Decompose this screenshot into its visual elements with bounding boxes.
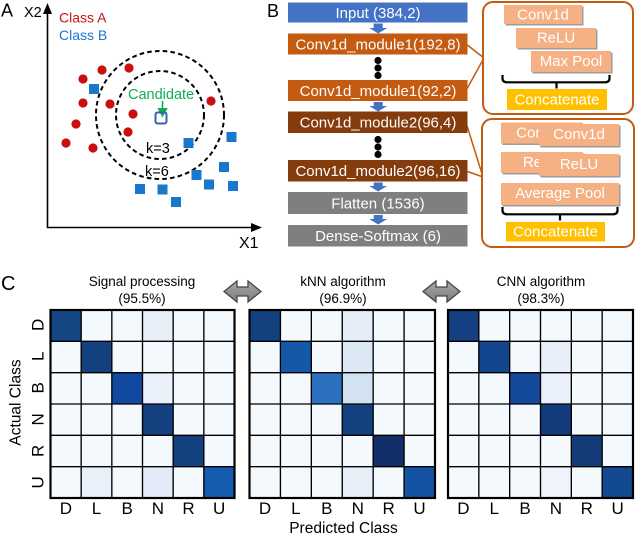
svg-text:Max Pool: Max Pool <box>540 53 603 70</box>
svg-text:L: L <box>29 352 48 361</box>
svg-text:B: B <box>321 499 332 518</box>
svg-text:D: D <box>60 499 72 518</box>
svg-text:Class B: Class B <box>59 27 107 43</box>
svg-text:Concatenate: Concatenate <box>514 92 599 109</box>
svg-text:Conv1d_module2(96,16): Conv1d_module2(96,16) <box>295 163 460 180</box>
svg-text:ReLU: ReLU <box>560 156 598 173</box>
svg-text:U: U <box>611 499 623 518</box>
svg-text:B: B <box>267 1 279 21</box>
svg-text:Class A: Class A <box>59 10 107 26</box>
svg-text:R: R <box>182 499 194 518</box>
svg-text:Dense-Softmax (6): Dense-Softmax (6) <box>315 228 441 245</box>
svg-text:R: R <box>382 499 394 518</box>
svg-text:CNN algorithm: CNN algorithm <box>497 274 586 289</box>
svg-text:(95.5%): (95.5%) <box>118 291 165 306</box>
svg-text:Candidate: Candidate <box>128 87 194 103</box>
svg-text:N: N <box>29 413 48 425</box>
svg-text:C: C <box>1 273 15 295</box>
svg-text:Signal processing: Signal processing <box>89 274 196 289</box>
svg-text:Conv1d_module1(192,8): Conv1d_module1(192,8) <box>295 37 460 54</box>
svg-text:D: D <box>259 499 271 518</box>
svg-text:R: R <box>29 445 48 457</box>
svg-text:X1: X1 <box>239 235 259 252</box>
svg-text:ReLU: ReLU <box>537 30 575 47</box>
svg-text:Conv1d_module1(92,2): Conv1d_module1(92,2) <box>300 83 457 100</box>
svg-text:U: U <box>213 499 225 518</box>
svg-text:k=3: k=3 <box>146 141 170 157</box>
svg-text:N: N <box>152 499 164 518</box>
svg-text:L: L <box>92 499 101 518</box>
svg-text:B: B <box>121 499 132 518</box>
svg-text:Conv1d_module2(96,4): Conv1d_module2(96,4) <box>300 115 457 132</box>
svg-text:Predicted Class: Predicted Class <box>289 520 398 536</box>
svg-text:Actual Class: Actual Class <box>8 359 25 445</box>
svg-text:Conv1d: Conv1d <box>517 7 569 24</box>
svg-text:R: R <box>581 499 593 518</box>
svg-text:Input (384,2): Input (384,2) <box>335 5 420 22</box>
svg-text:k=6: k=6 <box>145 164 169 180</box>
svg-text:N: N <box>550 499 562 518</box>
svg-text:A: A <box>1 1 13 21</box>
svg-text:kNN algorithm: kNN algorithm <box>300 274 386 289</box>
svg-text:(96.9%): (96.9%) <box>319 291 366 306</box>
svg-text:B: B <box>519 499 530 518</box>
svg-text:D: D <box>457 499 469 518</box>
svg-text:Concatenate: Concatenate <box>513 224 598 241</box>
svg-text:L: L <box>490 499 499 518</box>
svg-text:Average Pool: Average Pool <box>515 185 605 202</box>
svg-text:B: B <box>29 382 48 393</box>
svg-text:U: U <box>413 499 425 518</box>
svg-text:Flatten (1536): Flatten (1536) <box>331 195 424 212</box>
svg-text:(98.3%): (98.3%) <box>517 291 564 306</box>
svg-text:N: N <box>352 499 364 518</box>
svg-text:Conv1d: Conv1d <box>553 126 605 143</box>
svg-text:U: U <box>29 476 48 488</box>
svg-text:X2: X2 <box>24 5 42 21</box>
svg-text:L: L <box>291 499 300 518</box>
svg-text:D: D <box>29 319 48 331</box>
